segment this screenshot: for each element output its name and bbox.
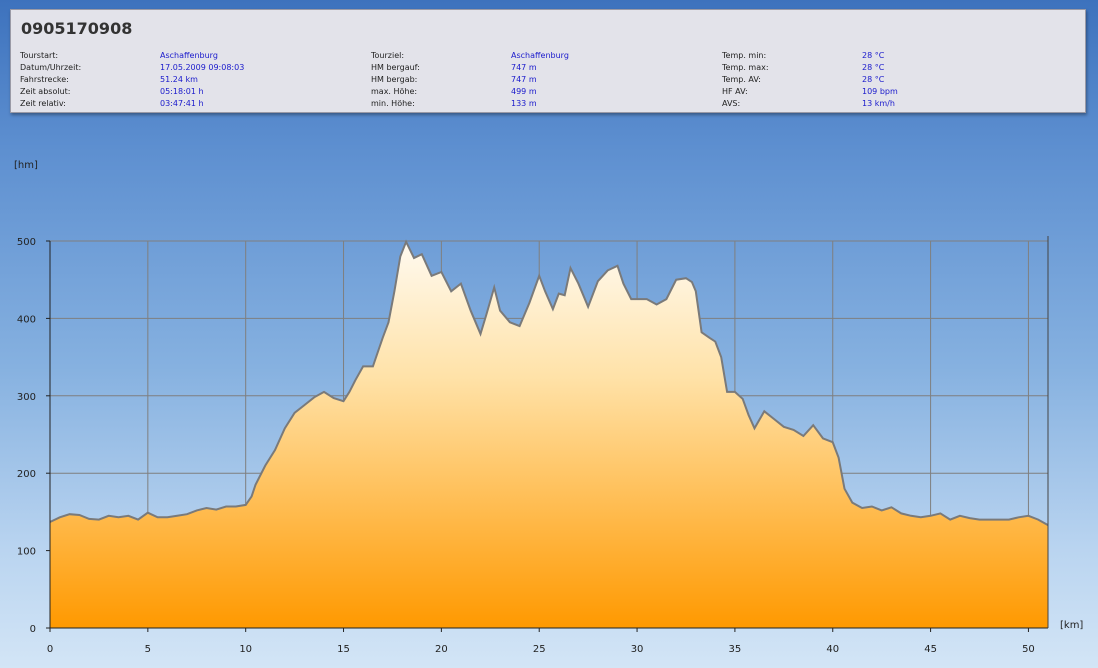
tour-info-panel: 0905170908 Tourstart: Aschaffenburg Datum… — [10, 9, 1086, 113]
elevation-line — [49, 239, 1049, 526]
info-row-avs: AVS: 13 km/h — [722, 98, 1062, 110]
info-row-distance: Fahrstrecke: 51.24 km — [20, 74, 360, 86]
info-label: HM bergauf: — [371, 63, 420, 72]
info-label: Zeit absolut: — [20, 87, 71, 96]
info-value: 51.24 km — [160, 75, 198, 84]
info-column-1: Tourstart: Aschaffenburg Datum/Uhrzeit: 17… — [20, 50, 360, 110]
info-row-time-relative: Zeit relativ: 03:47:41 h — [20, 98, 360, 110]
y-tick-label: 100 — [17, 547, 36, 558]
info-value: Aschaffenburg — [160, 51, 218, 60]
info-row-temp-av: Temp. AV: 28 °C — [722, 74, 1062, 86]
info-value: 499 m — [511, 87, 537, 96]
info-label: AVS: — [722, 99, 741, 108]
x-tick-label: 15 — [337, 644, 350, 655]
info-value: 05:18:01 h — [160, 87, 204, 96]
info-value: 28 °C — [862, 51, 885, 60]
info-label: Zeit relativ: — [20, 99, 66, 108]
info-label: Temp. AV: — [722, 75, 761, 84]
x-tick-label: 45 — [924, 644, 937, 655]
x-tick-label: 40 — [826, 644, 839, 655]
info-label: Datum/Uhrzeit: — [20, 63, 82, 72]
info-label: min. Höhe: — [371, 99, 415, 108]
info-label: Temp. max: — [722, 63, 769, 72]
x-tick-label: 50 — [1022, 644, 1035, 655]
info-column-2: Tourziel: Aschaffenburg HM bergauf: 747 m … — [371, 50, 711, 110]
x-tick-label: 35 — [729, 644, 742, 655]
info-row-min-height: min. Höhe: 133 m — [371, 98, 711, 110]
x-tick-label: 5 — [145, 644, 151, 655]
info-row-temp-min: Temp. min: 28 °C — [722, 50, 1062, 62]
y-tick-label: 500 — [17, 237, 36, 248]
info-label: Temp. min: — [722, 51, 767, 60]
x-tick-label: 10 — [239, 644, 252, 655]
info-value: 747 m — [511, 75, 537, 84]
info-label: Tourziel: — [371, 51, 405, 60]
info-value: 28 °C — [862, 63, 885, 72]
info-row-hm-down: HM bergab: 747 m — [371, 74, 711, 86]
y-tick-label: 300 — [17, 392, 36, 403]
info-label: max. Höhe: — [371, 87, 418, 96]
info-value: 109 bpm — [862, 87, 898, 96]
info-row-time-absolute: Zeit absolut: 05:18:01 h — [20, 86, 360, 98]
info-value: 17.05.2009 09:08:03 — [160, 63, 245, 72]
info-label: Fahrstrecke: — [20, 75, 69, 84]
x-tick-label: 0 — [47, 644, 53, 655]
x-tick-label: 20 — [435, 644, 448, 655]
x-tick-label: 30 — [631, 644, 644, 655]
elevation-area — [50, 241, 1048, 629]
info-row-tourziel: Tourziel: Aschaffenburg — [371, 50, 711, 62]
info-label: HF AV: — [722, 87, 748, 96]
y-tick-label: 200 — [17, 469, 36, 480]
info-value: 28 °C — [862, 75, 885, 84]
y-tick-label: 0 — [30, 624, 36, 635]
info-row-hf-av: HF AV: 109 bpm — [722, 86, 1062, 98]
tour-title: 0905170908 — [21, 19, 133, 38]
info-value: 13 km/h — [862, 99, 895, 108]
x-axis-unit: [km] — [1060, 620, 1083, 631]
info-value: Aschaffenburg — [511, 51, 569, 60]
info-row-hm-up: HM bergauf: 747 m — [371, 62, 711, 74]
y-tick-label: 400 — [17, 314, 36, 325]
info-value: 747 m — [511, 63, 537, 72]
y-axis-unit: [hm] — [14, 160, 38, 171]
info-value: 03:47:41 h — [160, 99, 204, 108]
info-value: 133 m — [511, 99, 537, 108]
info-column-3: Temp. min: 28 °C Temp. max: 28 °C Temp. AV… — [722, 50, 1062, 110]
info-label: HM bergab: — [371, 75, 418, 84]
info-row-datetime: Datum/Uhrzeit: 17.05.2009 09:08:03 — [20, 62, 360, 74]
info-label: Tourstart: — [20, 51, 59, 60]
info-row-temp-max: Temp. max: 28 °C — [722, 62, 1062, 74]
x-tick-label: 25 — [533, 644, 546, 655]
info-row-tourstart: Tourstart: Aschaffenburg — [20, 50, 360, 62]
info-row-max-height: max. Höhe: 499 m — [371, 86, 711, 98]
